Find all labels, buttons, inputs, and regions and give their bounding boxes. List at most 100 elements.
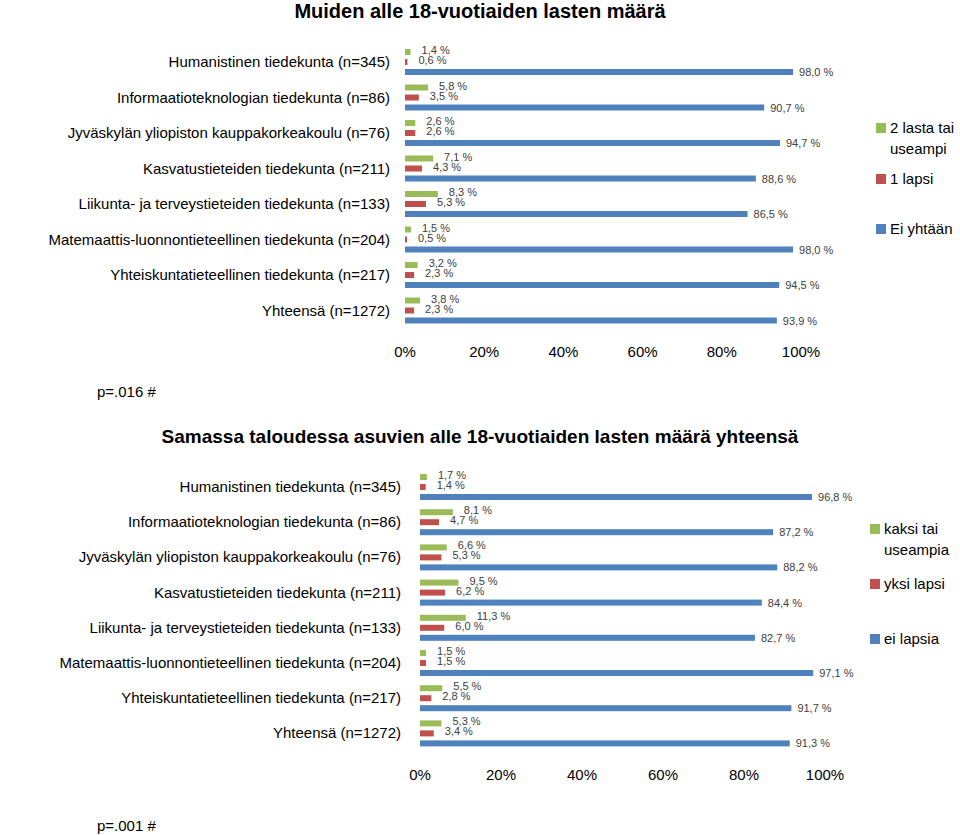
- bar: [405, 262, 418, 268]
- category-label: Yhteensä (n=1272): [273, 724, 401, 741]
- tick-label: 20%: [486, 766, 516, 783]
- category-label: Matemaattis-luonnontieteellinen tiedekun…: [60, 654, 401, 671]
- bar: [420, 590, 445, 596]
- data-label: 2,6 %: [426, 125, 454, 137]
- bar: [405, 69, 793, 75]
- bar: [420, 509, 453, 515]
- bar: [420, 720, 441, 726]
- legend-label: 2 lasta taiuseampi: [890, 119, 954, 157]
- data-label: 88,6 %: [762, 173, 796, 185]
- category-label: Yhteensä (n=1272): [262, 302, 390, 319]
- legend-label: yksi lapsi: [884, 575, 945, 592]
- bar: [420, 635, 755, 641]
- bar: [405, 105, 764, 111]
- legend-swatch: [870, 579, 880, 589]
- bar: [405, 201, 426, 207]
- data-label: 5,3 %: [437, 196, 465, 208]
- bar: [420, 730, 434, 736]
- data-label: 2,3 %: [425, 267, 453, 279]
- chart: Samassa taloudessa asuvien alle 18-vuoti…: [60, 426, 950, 834]
- data-label: 2,8 %: [442, 690, 470, 702]
- tick-label: 40%: [548, 343, 578, 360]
- bar: [420, 695, 431, 701]
- chart-title: Samassa taloudessa asuvien alle 18-vuoti…: [162, 426, 799, 447]
- annotation: p=.016 #: [97, 383, 156, 400]
- category-label: Humanistinen tiedekunta (n=345): [169, 53, 390, 70]
- tick-label: 80%: [707, 343, 737, 360]
- tick-label: 60%: [628, 343, 658, 360]
- data-label: 4,3 %: [433, 161, 461, 173]
- bar: [405, 282, 779, 288]
- category-label: Liikunta- ja terveystieteiden tiedekunta…: [79, 195, 390, 212]
- bar: [405, 49, 411, 55]
- legend-swatch: [876, 123, 886, 133]
- data-label: 0,5 %: [418, 232, 446, 244]
- data-label: 6,2 %: [456, 585, 484, 597]
- bar: [420, 660, 426, 666]
- legend-swatch: [870, 634, 880, 644]
- bar: [420, 580, 458, 586]
- category-label: Kasvatustieteiden tiedekunta (n=211): [154, 584, 401, 601]
- legend-label: kaksi taiuseampia: [884, 520, 950, 558]
- bar: [420, 650, 426, 656]
- category-label: Yhteiskuntatieteellinen tiedekunta (n=21…: [121, 689, 401, 706]
- bar: [405, 85, 428, 91]
- bar: [420, 705, 791, 711]
- category-label: Kasvatustieteiden tiedekunta (n=211): [143, 160, 390, 177]
- data-label: 2,3 %: [425, 303, 453, 315]
- data-labels: 1,7 %8,1 %6,6 %9,5 %11,3 %1,5 %5,5 %5,3 …: [437, 469, 854, 749]
- bar: [405, 237, 407, 243]
- bar: [405, 227, 411, 233]
- category-label: Yhteiskuntatieteellinen tiedekunta (n=21…: [110, 266, 390, 283]
- data-label: 91,7 %: [797, 702, 831, 714]
- bar: [405, 318, 777, 324]
- data-label: 94,7 %: [786, 137, 820, 149]
- bar: [420, 670, 813, 676]
- chart: Muiden alle 18-vuotiaiden lasten määrä Hu…: [49, 0, 955, 400]
- data-label: 3,4 %: [445, 725, 473, 737]
- tick-label: 0%: [409, 766, 431, 783]
- data-label: 98,0 %: [799, 244, 833, 256]
- bar: [420, 554, 441, 560]
- data-label: 90,7 %: [770, 102, 804, 114]
- tick-label: 100%: [782, 343, 820, 360]
- bar: [405, 211, 748, 217]
- data-label: 3,5 %: [430, 90, 458, 102]
- data-label: 5,3 %: [452, 549, 480, 561]
- bar: [420, 494, 812, 500]
- bar: [420, 564, 777, 570]
- chart-title: Muiden alle 18-vuotiaiden lasten määrä: [294, 0, 666, 22]
- tick-label: 20%: [469, 343, 499, 360]
- legend-label: Ei yhtään: [890, 220, 953, 237]
- tick-label: 40%: [567, 766, 597, 783]
- bar: [405, 156, 433, 162]
- page: Muiden alle 18-vuotiaiden lasten määrä Hu…: [0, 0, 960, 835]
- bar: [405, 120, 415, 126]
- data-label: 94,5 %: [785, 279, 819, 291]
- bar: [405, 59, 407, 65]
- bar: [420, 519, 439, 525]
- category-label: Jyväskylän yliopiston kauppakorkeakoulu …: [68, 124, 390, 141]
- bars: [405, 49, 793, 324]
- bar: [420, 474, 427, 480]
- category-label: Informaatioteknologian tiedekunta (n=86): [117, 89, 390, 106]
- bar: [405, 166, 422, 172]
- category-label: Humanistinen tiedekunta (n=345): [180, 478, 401, 495]
- legend-swatch: [876, 174, 886, 184]
- data-label: 97,1 %: [819, 667, 853, 679]
- data-label: 87,2 %: [779, 526, 813, 538]
- bar: [420, 740, 790, 746]
- data-label: 6,0 %: [455, 620, 483, 632]
- bar: [420, 484, 426, 490]
- bar: [420, 685, 442, 691]
- tick-label: 80%: [729, 766, 759, 783]
- bar: [405, 298, 420, 304]
- bar: [420, 625, 444, 631]
- bar: [405, 95, 419, 101]
- data-label: 1,4 %: [437, 479, 465, 491]
- bar: [420, 544, 447, 550]
- legend-swatch: [870, 524, 880, 534]
- data-label: 86,5 %: [754, 208, 788, 220]
- tick-label: 100%: [806, 766, 844, 783]
- data-label: 84,4 %: [768, 597, 802, 609]
